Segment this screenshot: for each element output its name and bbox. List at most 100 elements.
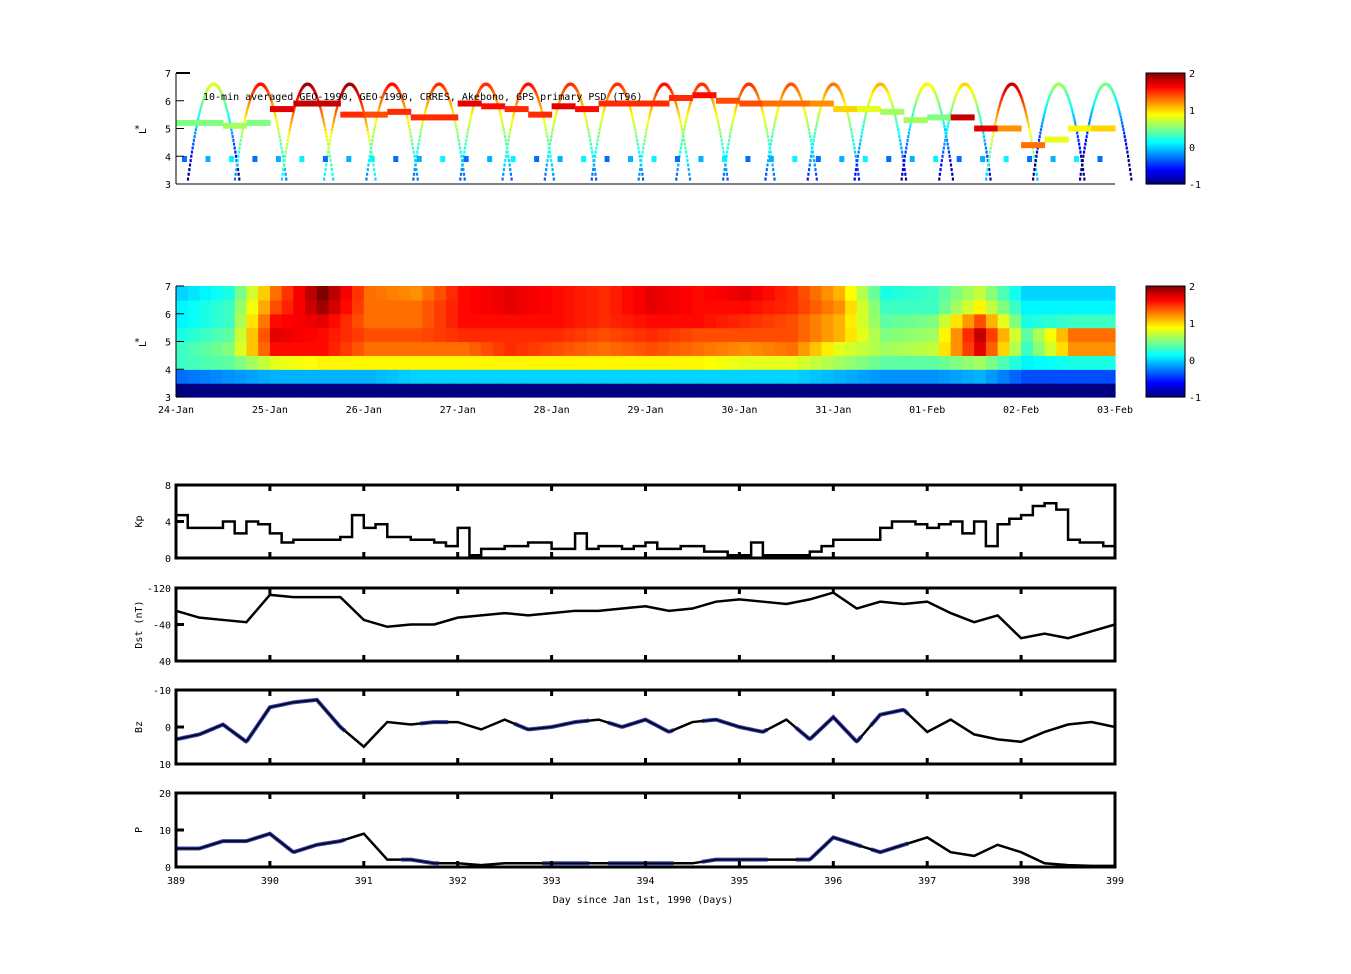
orbit-point — [675, 105, 678, 109]
heatmap-cell — [927, 369, 940, 384]
orbit-point — [895, 118, 898, 122]
orbit-point — [594, 172, 597, 176]
p1-colorbar-cell — [1146, 385, 1185, 389]
date-tick: 25-Jan — [252, 405, 288, 416]
p1-colorbar-cell — [1146, 302, 1185, 306]
p0-colorbar-cell — [1146, 85, 1185, 89]
p-highlight-core — [701, 859, 768, 863]
orbit-point — [465, 135, 469, 139]
orbit-point — [900, 150, 904, 154]
orbit-point — [1089, 115, 1092, 119]
orbit-point — [724, 163, 727, 167]
orbit-point — [423, 112, 426, 116]
orbit-point — [772, 124, 776, 128]
orbit-point — [1072, 115, 1075, 119]
heatmap-cell — [222, 355, 236, 370]
heatmap-cell — [481, 341, 494, 356]
orbit-point — [1082, 172, 1085, 176]
heatmap-cell — [539, 299, 553, 315]
orbit-point — [330, 128, 334, 132]
orbit-point — [681, 128, 684, 132]
orbit-point — [235, 163, 239, 167]
orbit-point — [593, 154, 597, 158]
p-y-label: P — [134, 827, 145, 833]
orbit-point — [455, 124, 458, 128]
heatmap-cell — [399, 341, 412, 356]
heatmap-cell — [469, 383, 482, 398]
orbit-point — [853, 146, 856, 150]
heatmap-cell — [551, 299, 564, 315]
orbit-point — [550, 159, 553, 163]
orbit-point — [1043, 110, 1047, 114]
orbit-point — [278, 135, 281, 139]
orbit-point — [988, 154, 991, 158]
heatmap-cell — [762, 299, 776, 315]
orbit-point — [328, 142, 331, 146]
orbit-point — [718, 128, 721, 132]
bz-y-tick: -10 — [153, 686, 171, 697]
orbit-point — [506, 146, 509, 150]
orbit-point — [601, 112, 605, 116]
heatmap-cell — [915, 327, 928, 343]
heatmap-cell — [809, 341, 823, 356]
heatmap-cell — [563, 355, 576, 370]
orbit-point — [599, 124, 602, 128]
low-l-point — [933, 156, 939, 163]
heatmap-cell — [668, 327, 682, 343]
orbit-point — [505, 150, 508, 154]
orbit-point — [949, 112, 952, 116]
heatmap-cell — [222, 369, 236, 384]
orbit-point — [203, 94, 206, 98]
heatmap-cell — [645, 299, 658, 315]
orbit-point — [243, 118, 246, 122]
orbit-point — [634, 128, 637, 132]
heatmap-cell — [445, 341, 459, 356]
p0-colorbar-cell — [1146, 87, 1185, 91]
heatmap-cell — [985, 341, 999, 356]
heatmap-cell — [974, 369, 987, 384]
heatmap-cell — [1068, 313, 1081, 329]
orbit-point — [583, 112, 587, 116]
orbit-point — [493, 93, 496, 97]
heatmap-cell — [821, 299, 834, 315]
heatmap-cell — [352, 369, 365, 384]
orbit-point — [549, 138, 552, 142]
orbit-point — [887, 93, 890, 97]
heatmap-cell — [316, 369, 330, 384]
orbit-point — [195, 124, 198, 128]
low-l-point — [440, 156, 446, 163]
orbit-point — [806, 121, 809, 125]
heatmap-cell — [305, 313, 318, 329]
heatmap-cell — [1079, 369, 1093, 384]
heatmap-cell — [222, 313, 236, 329]
heatmap-cell — [751, 313, 764, 329]
heatmap-cell — [868, 299, 881, 315]
orbit-point — [1070, 107, 1074, 111]
geo-point — [762, 100, 787, 107]
orbit-point — [1122, 128, 1125, 132]
heatmap-cell — [575, 313, 588, 329]
orbit-point — [635, 135, 638, 139]
orbit-point — [1066, 94, 1070, 98]
heatmap-cell — [727, 286, 740, 301]
heatmap-cell — [387, 286, 400, 301]
date-tick: 26-Jan — [346, 405, 382, 416]
orbit-point — [320, 110, 323, 114]
heatmap-cell — [633, 383, 647, 398]
orbit-point — [330, 131, 333, 135]
orbit-point — [544, 124, 547, 128]
p0-colorbar-cell — [1146, 145, 1185, 148]
heatmap-cell — [328, 327, 341, 343]
orbit-point — [1130, 177, 1133, 181]
orbit-point — [536, 96, 540, 100]
heatmap-cell — [434, 355, 447, 370]
orbit-point — [597, 135, 600, 139]
orbit-point — [293, 107, 296, 111]
geo-point — [504, 106, 529, 113]
day-tick: 399 — [1106, 876, 1124, 887]
p0-colorbar-cell — [1146, 167, 1185, 170]
orbit-point — [777, 105, 780, 109]
orbit-point — [200, 105, 203, 109]
orbit-point — [472, 105, 475, 109]
